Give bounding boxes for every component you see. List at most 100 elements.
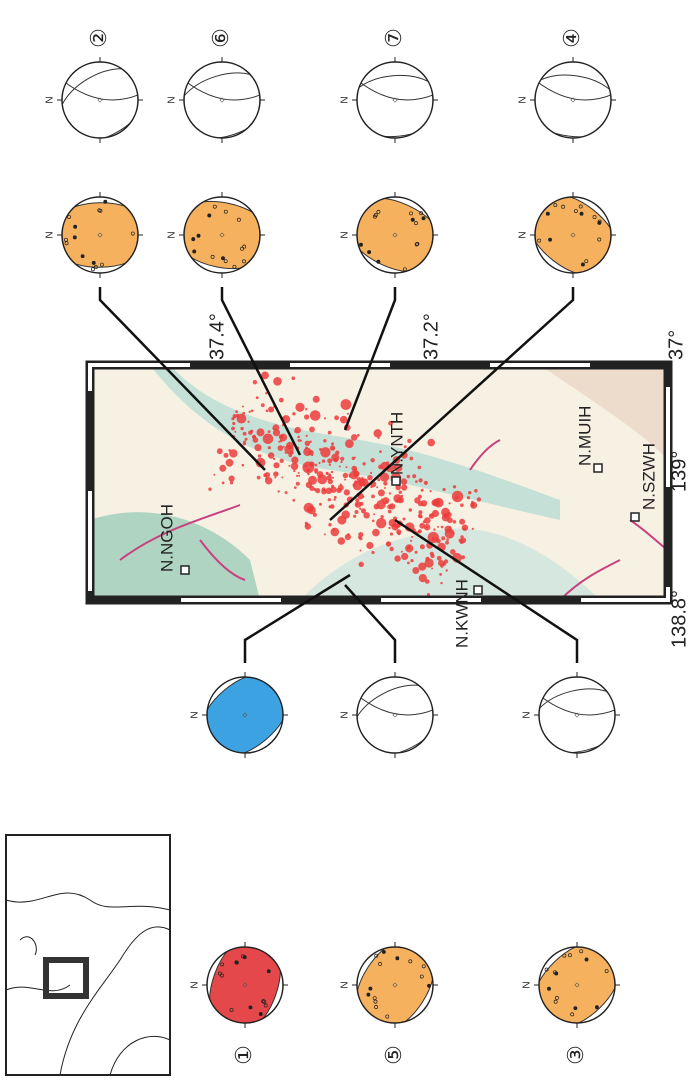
earthquake xyxy=(323,439,326,442)
earthquake xyxy=(294,430,297,433)
earthquake xyxy=(446,569,448,571)
earthquake xyxy=(419,515,423,519)
earthquake xyxy=(340,484,342,486)
polarity xyxy=(259,1012,262,1015)
earthquake xyxy=(354,457,356,459)
earthquake xyxy=(399,491,402,494)
earthquake xyxy=(315,464,318,467)
earthquake xyxy=(306,469,310,473)
earthquake xyxy=(229,476,235,482)
earthquake xyxy=(432,510,439,517)
earthquake xyxy=(280,459,284,463)
earthquake xyxy=(378,489,385,496)
earthquake xyxy=(415,480,418,483)
beachball xyxy=(523,672,634,762)
earthquake xyxy=(297,436,300,439)
earthquake xyxy=(318,462,320,464)
earthquake xyxy=(350,471,359,480)
earthquake xyxy=(319,503,322,506)
earthquake xyxy=(393,524,397,528)
earthquake xyxy=(363,512,369,518)
earthquake xyxy=(304,464,307,467)
mechanism-number: ④ xyxy=(559,28,584,48)
north-label: N xyxy=(518,231,529,238)
earthquake xyxy=(328,523,331,526)
polarity xyxy=(422,217,425,220)
station xyxy=(631,513,639,521)
earthquake xyxy=(334,496,337,499)
earthquake xyxy=(407,562,410,565)
polarity xyxy=(235,961,238,964)
earthquake xyxy=(443,488,446,491)
earthquake xyxy=(261,403,265,407)
earthquake xyxy=(347,413,349,415)
earthquake xyxy=(390,547,394,551)
earthquake xyxy=(328,431,332,435)
north-label: N xyxy=(45,96,56,103)
earthquake xyxy=(314,468,318,472)
earthquake xyxy=(249,411,251,413)
polarity xyxy=(74,225,77,228)
mechanism-number: ⑥ xyxy=(208,28,233,48)
polarity xyxy=(546,212,549,215)
earthquake xyxy=(291,457,298,464)
polarity xyxy=(555,972,558,975)
earthquake xyxy=(252,435,256,439)
earthquake xyxy=(248,421,250,423)
earthquake xyxy=(292,499,295,502)
earthquake xyxy=(317,475,327,485)
earthquake xyxy=(453,485,456,488)
earthquake xyxy=(361,477,363,479)
beachball xyxy=(340,671,456,770)
earthquake xyxy=(329,473,332,476)
earthquake xyxy=(460,503,464,507)
earthquake xyxy=(412,474,416,478)
earthquake xyxy=(431,568,433,570)
lat-label: 37.2° xyxy=(420,313,442,360)
earthquake xyxy=(409,508,412,511)
earthquake xyxy=(420,544,425,549)
earthquake xyxy=(376,518,386,528)
earthquake xyxy=(296,482,300,486)
beachball xyxy=(333,183,457,287)
earthquake xyxy=(295,403,304,412)
station-label: N.NGOH xyxy=(157,504,176,572)
earthquake xyxy=(322,459,325,462)
earthquake xyxy=(415,551,418,554)
earthquake xyxy=(263,434,274,445)
earthquake xyxy=(359,537,362,540)
earthquake xyxy=(387,542,390,545)
earthquake xyxy=(226,459,234,467)
earthquake xyxy=(467,496,470,499)
earthquake xyxy=(446,538,449,541)
earthquake xyxy=(234,431,236,433)
earthquake xyxy=(237,414,247,424)
earthquake xyxy=(283,446,285,448)
earthquake xyxy=(437,526,439,528)
polarity xyxy=(249,1006,252,1009)
polarity xyxy=(396,957,399,960)
earthquake xyxy=(298,472,300,474)
earthquake xyxy=(240,427,243,430)
earthquake xyxy=(280,440,283,443)
station-label: N.SZWH xyxy=(639,443,658,510)
earthquake xyxy=(310,410,321,421)
polarity xyxy=(92,261,95,264)
earthquake xyxy=(340,457,344,461)
earthquake xyxy=(334,458,338,462)
earthquake xyxy=(439,573,442,576)
beachball xyxy=(46,192,154,278)
earthquake xyxy=(366,542,373,549)
earthquake xyxy=(441,526,444,529)
earthquake xyxy=(459,519,465,525)
polarity xyxy=(221,257,224,260)
earthquake xyxy=(242,412,245,415)
earthquake xyxy=(258,454,261,457)
earthquake xyxy=(288,465,290,467)
earthquake xyxy=(273,377,282,386)
earthquake xyxy=(346,466,348,468)
beachball xyxy=(516,925,637,1045)
north-label: N xyxy=(340,981,351,988)
earthquake xyxy=(344,479,346,481)
earthquake xyxy=(331,442,334,445)
